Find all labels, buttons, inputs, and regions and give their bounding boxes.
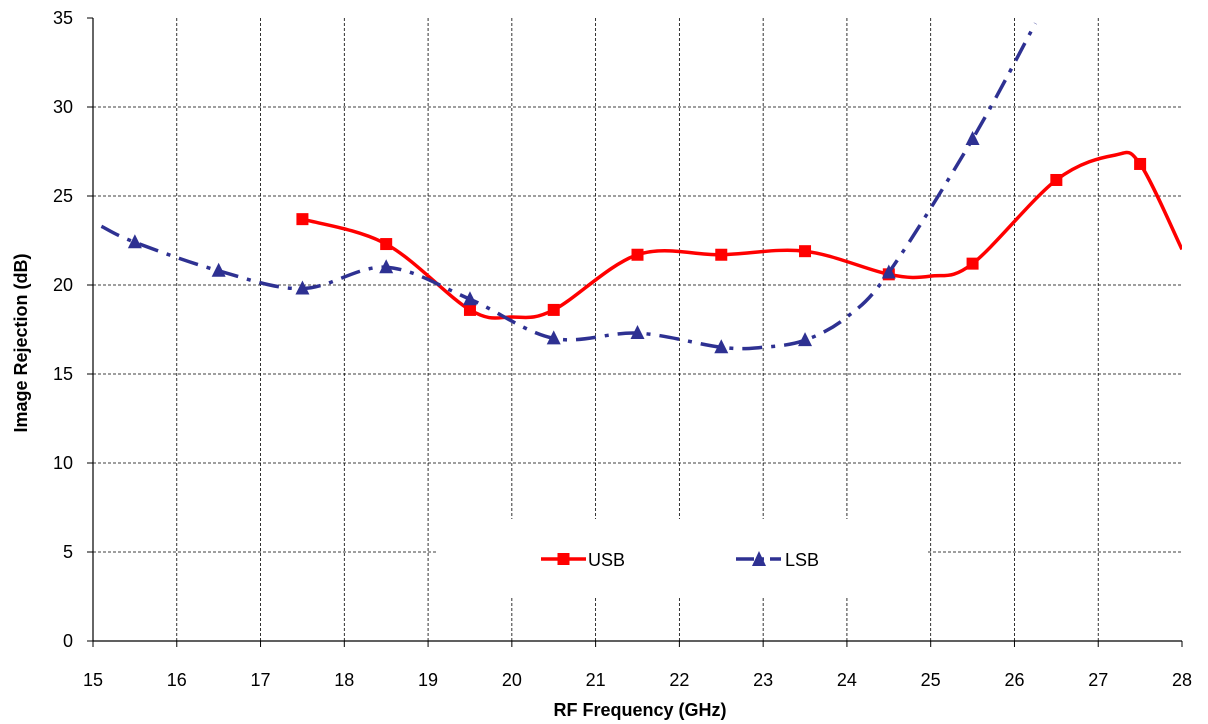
legend-box [438, 519, 928, 597]
usb-marker [463, 303, 476, 316]
lsb-marker [965, 131, 980, 146]
lsb-marker [714, 339, 729, 354]
x-tick-label: 27 [1088, 670, 1108, 690]
lsb-marker [211, 262, 226, 277]
x-tick-label: 19 [418, 670, 438, 690]
lsb-series [100, 22, 1037, 354]
usb-marker [296, 213, 309, 226]
lsb-marker [798, 332, 813, 347]
usb-marker [380, 238, 393, 251]
usb-series [296, 150, 1182, 320]
x-tick-label: 18 [334, 670, 354, 690]
x-tick-label: 26 [1004, 670, 1024, 690]
x-tick-label: 17 [251, 670, 271, 690]
x-tick-label: 21 [586, 670, 606, 690]
usb-marker [799, 245, 812, 258]
usb-marker [1134, 157, 1147, 170]
x-tick-label: 16 [167, 670, 187, 690]
y-axis-title: Image Rejection (dB) [11, 253, 31, 432]
y-tick-label: 15 [53, 364, 73, 384]
legend: USB LSB [438, 519, 928, 597]
usb-marker [715, 248, 728, 261]
y-tick-label: 0 [63, 631, 73, 651]
y-tick-label: 20 [53, 275, 73, 295]
legend-usb-label: USB [588, 550, 625, 570]
x-axis-title: RF Frequency (GHz) [553, 700, 726, 720]
legend-usb-marker [557, 553, 570, 565]
series-layer [100, 22, 1182, 354]
lsb-marker [295, 280, 310, 295]
y-tick-label: 5 [63, 542, 73, 562]
usb-marker [547, 303, 560, 316]
usb-marker [631, 248, 644, 261]
lsb-marker [546, 330, 561, 345]
lsb-marker [127, 234, 142, 249]
x-tick-label: 25 [921, 670, 941, 690]
y-tick-label: 25 [53, 186, 73, 206]
lsb-marker [462, 291, 477, 306]
legend-lsb-marker [752, 551, 766, 566]
usb-marker [966, 257, 979, 270]
usb-line [301, 150, 1182, 320]
x-tick-label: 28 [1172, 670, 1192, 690]
y-tick-label: 30 [53, 97, 73, 117]
legend-lsb-label: LSB [785, 550, 819, 570]
lsb-marker [881, 264, 896, 279]
y-tick-label: 35 [53, 8, 73, 28]
x-tick-label: 22 [669, 670, 689, 690]
y-tick-label: 10 [53, 453, 73, 473]
lsb-marker [630, 325, 645, 340]
x-tick-label: 23 [753, 670, 773, 690]
x-tick-label: 24 [837, 670, 857, 690]
lsb-marker [379, 259, 394, 274]
x-tick-label: 15 [83, 670, 103, 690]
x-tick-label: 20 [502, 670, 522, 690]
usb-marker [1050, 173, 1063, 186]
axes: 15 16 17 18 19 20 21 22 23 24 25 26 27 28 0 5 10 15 20 25 30… [53, 8, 1192, 690]
